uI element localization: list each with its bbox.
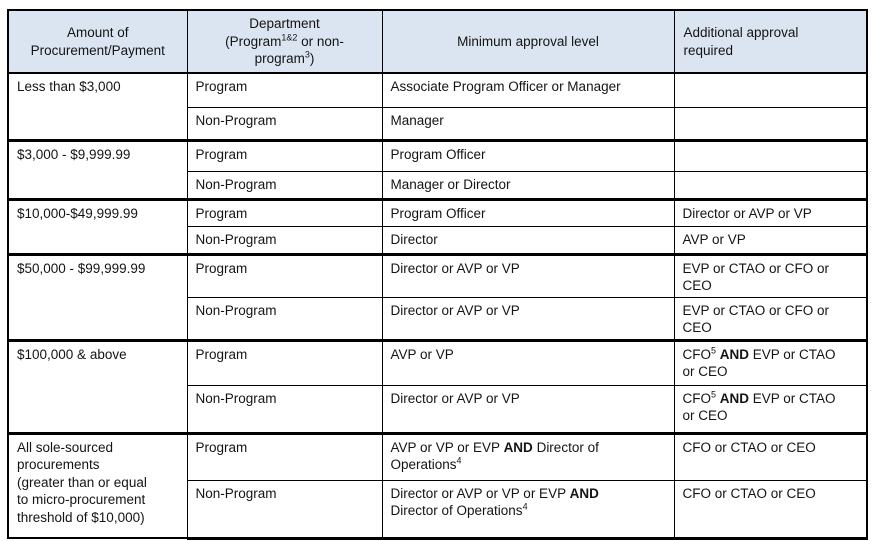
additional-approval-cell (673, 106, 868, 141)
header-min-approval: Minimum approval level (381, 9, 675, 74)
min-approval-cell: Director or AVP or VP or EVP AND Director… (381, 479, 675, 540)
department-cell: Non-Program (186, 225, 383, 255)
additional-approval-cell: EVP or CTAO or CFO or CEO (673, 252, 868, 298)
additional-approval-cell: CFO5 AND EVP or CTAO or CEO (673, 338, 868, 386)
min-approval-cell: Program Officer (381, 197, 675, 227)
additional-approval-cell (673, 170, 868, 200)
header-amount: Amount of Procurement/Payment (7, 9, 188, 74)
department-cell: Program (186, 138, 383, 172)
department-cell: Non-Program (186, 384, 383, 434)
min-approval-cell: Program Officer (381, 138, 675, 172)
table-row: All sole-sourced procurements (greater tha… (7, 431, 868, 539)
department-cell: Non-Program (186, 296, 383, 341)
department-cell: Program (186, 431, 383, 481)
header-row: Amount of Procurement/Payment Department(… (7, 9, 868, 74)
table-row: $3,000 - $9,999.99 Program Program Offic… (7, 138, 868, 200)
min-approval-cell: Director or AVP or VP (381, 384, 675, 434)
table-row: Non-Program Manager (8, 106, 868, 141)
additional-approval-cell (673, 72, 868, 108)
header-department: Department (Program1&2 or non-program3) (186, 9, 383, 74)
additional-approval-cell: CFO or CTAO or CEO (673, 431, 868, 481)
additional-approval-cell: CFO or CTAO or CEO (673, 479, 868, 540)
additional-approval-cell: AVP or VP (673, 225, 868, 255)
amount-cell: $10,000-$49,999.99 (7, 197, 188, 255)
amount-cell: Less than $3,000 (7, 72, 188, 141)
table-row: Non-Program Director or AVP or VP or EVP… (8, 479, 868, 540)
department-cell: Program (186, 252, 383, 298)
department-cell: Program (186, 72, 383, 108)
approval-matrix-table: Amount of Procurement/Payment Department(… (7, 9, 868, 540)
department-cell: Program (186, 338, 383, 386)
table-row: $50,000 - $99,999.99 Program Director or… (7, 252, 868, 341)
amount-cell: $50,000 - $99,999.99 (7, 252, 188, 341)
table-row: Less than $3,000 Program Associate Progr… (7, 72, 868, 141)
additional-approval-cell (673, 138, 868, 172)
table-row: Non-Program Director or AVP or VP EVP or… (8, 296, 868, 341)
min-approval-cell: Director or AVP or VP (381, 296, 675, 341)
min-approval-cell: Director or AVP or VP (381, 252, 675, 298)
min-approval-cell: AVP or VP or EVP AND Director of Operatio… (381, 431, 675, 481)
table-row: Non-Program Director or AVP or VP CFO5 A… (8, 384, 868, 434)
table-header: Amount of Procurement/Payment Department(… (7, 9, 868, 74)
table-row: $100,000 & above Program AVP or VP CFO5 … (7, 338, 868, 434)
additional-approval-cell: Director or AVP or VP (673, 197, 868, 227)
min-approval-cell: Manager or Director (381, 170, 675, 200)
department-cell: Non-Program (186, 479, 383, 540)
additional-approval-cell: EVP or CTAO or CFO or CEO (673, 296, 868, 341)
table-row: $10,000-$49,999.99 Program Program Offic… (7, 197, 868, 255)
table-body: Less than $3,000 Program Associate Progr… (7, 72, 868, 540)
header-additional-approval: Additional approval required (673, 9, 868, 74)
amount-cell: $3,000 - $9,999.99 (7, 138, 188, 200)
min-approval-cell: Manager (381, 106, 675, 141)
department-cell: Program (186, 197, 383, 227)
min-approval-cell: Director (381, 225, 675, 255)
min-approval-cell: Associate Program Officer or Manager (381, 72, 675, 108)
table-row: Non-Program Director AVP or VP (8, 225, 868, 255)
amount-cell: All sole-sourced procurements (greater tha… (7, 431, 188, 539)
additional-approval-cell: CFO5 AND EVP or CTAO or CEO (673, 384, 868, 434)
min-approval-cell: AVP or VP (381, 338, 675, 386)
amount-cell: $100,000 & above (7, 338, 188, 434)
department-cell: Non-Program (186, 106, 383, 141)
department-cell: Non-Program (186, 170, 383, 200)
table-row: Non-Program Manager or Director (8, 170, 868, 200)
